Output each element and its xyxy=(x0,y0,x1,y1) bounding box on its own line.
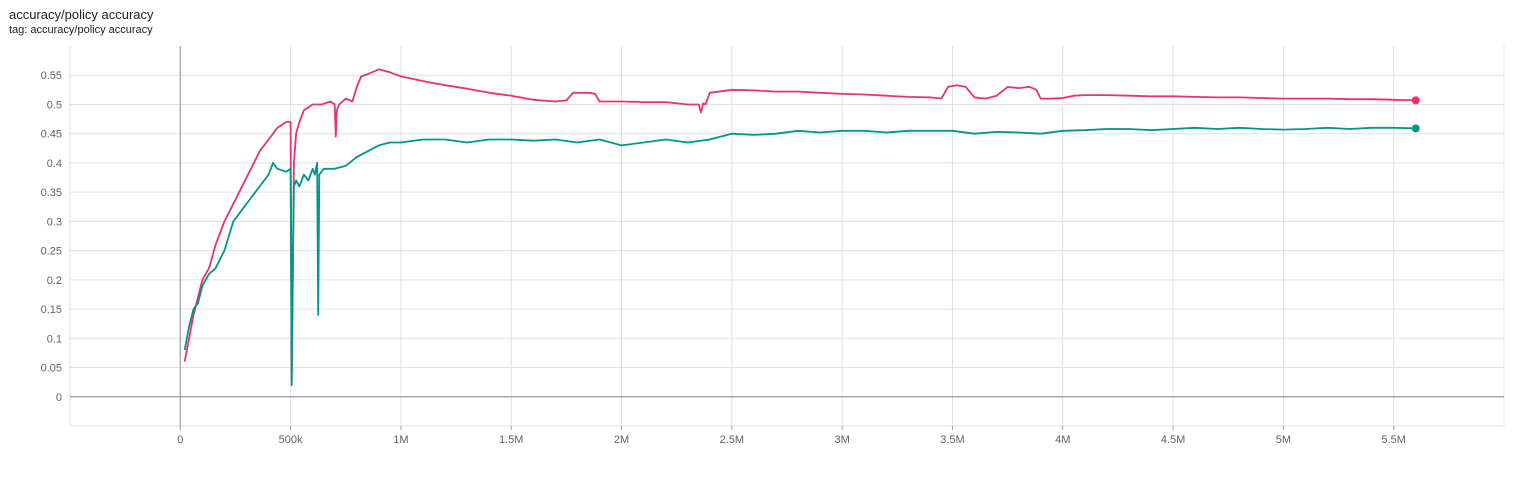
x-tick-label: 2.5M xyxy=(720,434,744,446)
y-tick-label: 0.3 xyxy=(47,216,62,228)
y-tick-label: 0.1 xyxy=(47,333,62,345)
x-tick-label: 4M xyxy=(1055,434,1070,446)
grid-lines xyxy=(69,46,1505,427)
y-tick-label: 0.45 xyxy=(41,129,62,141)
axes xyxy=(70,46,1504,430)
y-tick-label: 0.55 xyxy=(41,70,62,82)
y-tick-label: 0.25 xyxy=(41,246,62,258)
series-group xyxy=(183,68,1420,387)
y-tick-label: 0.35 xyxy=(41,187,62,199)
y-tick-label: 0.05 xyxy=(41,363,62,375)
x-tick-label: 4.5M xyxy=(1161,434,1185,446)
y-tick-label: 0.4 xyxy=(47,158,62,170)
x-tick-label: 0 xyxy=(177,434,183,446)
x-tick-label: 500k xyxy=(279,434,303,446)
card-header: accuracy/policy accuracy tag: accuracy/p… xyxy=(9,6,154,37)
x-axis-tick-labels: 0 500k 1M 1.5M 2M 2.5M 3M 3.5M 4M 4.5M 5M 5.5M xyxy=(177,434,1406,446)
x-tick-label: 5.5M xyxy=(1381,434,1405,446)
x-tick-label: 2M xyxy=(614,434,629,446)
chart-title: accuracy/policy accuracy xyxy=(9,7,154,22)
x-tick-label: 3.5M xyxy=(940,434,964,446)
y-tick-label: 0.5 xyxy=(47,99,62,111)
series-end-marker-0[interactable] xyxy=(1411,96,1420,105)
x-tick-label: 3M xyxy=(835,434,850,446)
x-tick-label: 1.5M xyxy=(499,434,523,446)
chart-tag: tag: accuracy/policy accuracy xyxy=(9,24,153,36)
series-end-marker-1[interactable] xyxy=(1411,124,1420,133)
y-tick-label: 0 xyxy=(56,392,62,404)
series-line-0[interactable] xyxy=(183,68,1416,381)
y-tick-label: 0.2 xyxy=(47,275,62,287)
x-tick-label: 5M xyxy=(1276,434,1291,446)
y-axis-tick-labels: 0 0.05 0.1 0.15 0.2 0.25 0.3 0.35 0.4 0.45 0.5 0.55 xyxy=(41,70,62,404)
series-line-1[interactable] xyxy=(183,126,1416,387)
y-tick-label: 0.15 xyxy=(41,304,62,316)
x-tick-label: 1M xyxy=(393,434,408,446)
